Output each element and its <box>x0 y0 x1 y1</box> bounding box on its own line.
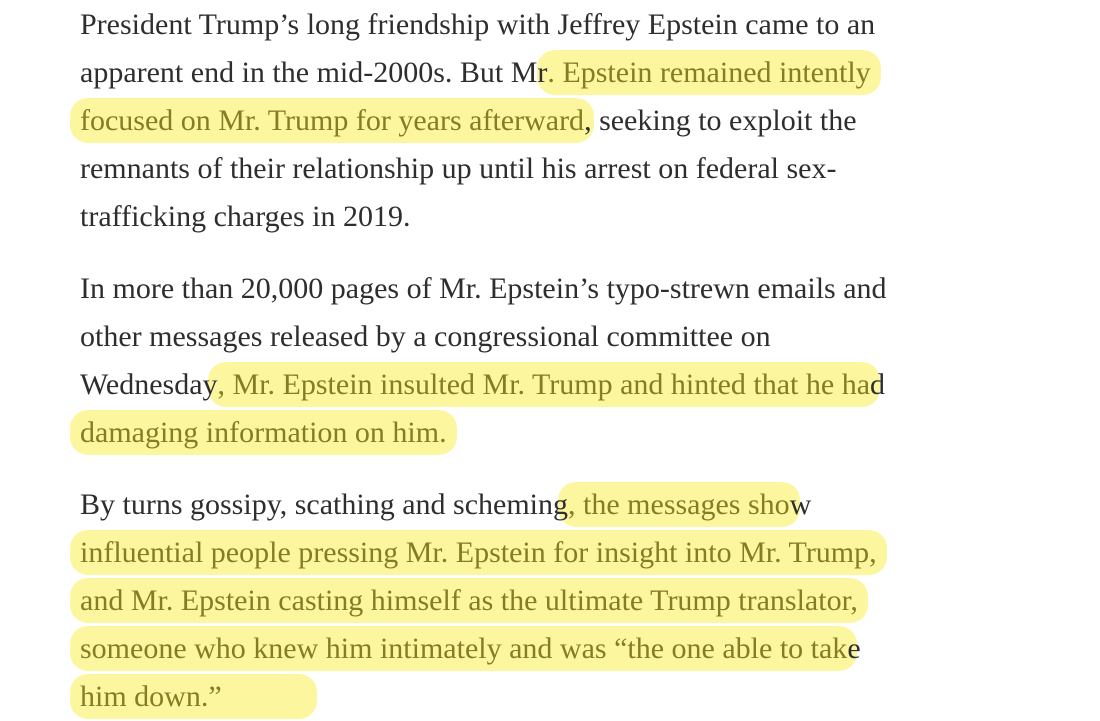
text-run: apparent end in the mid-2000s. But Mr <box>80 56 548 89</box>
text-line: and Mr. Epstein casting himself as the u… <box>70 577 1100 625</box>
highlighted-text[interactable]: , the messages sho <box>558 482 800 527</box>
text-run: By turns gossipy, scathing and scheming <box>80 488 569 521</box>
highlighted-text[interactable]: . Epstein remained intently <box>537 50 881 95</box>
text-line: apparent end in the mid-2000s. But Mr. E… <box>80 49 1100 97</box>
text-line: him down.” <box>70 673 1100 721</box>
text-run: d <box>870 368 886 401</box>
text-line: By turns gossipy, scathing and scheming,… <box>80 481 1100 529</box>
text-run: , seeking to exploit the <box>584 104 857 137</box>
highlighted-text[interactable]: someone who knew him intimately and was … <box>70 626 858 671</box>
text-line: influential people pressing Mr. Epstein … <box>70 529 1100 577</box>
text-run: Wednesday <box>80 368 218 401</box>
text-line: remnants of their relationship up until … <box>80 145 1100 193</box>
text-line: damaging information on him. <box>70 409 1100 457</box>
text-line: President Trump’s long friendship with J… <box>80 1 1100 49</box>
text-run: w <box>789 488 812 521</box>
text-run: In more than 20,000 pages of Mr. Epstein… <box>80 272 887 305</box>
text-line: other messages released by a congression… <box>80 313 1100 361</box>
highlighted-text[interactable]: and Mr. Epstein casting himself as the u… <box>70 578 868 623</box>
highlighted-text[interactable]: influential people pressing Mr. Epstein … <box>70 530 887 575</box>
highlighted-text[interactable]: focused on Mr. Trump for years afterward <box>70 98 595 143</box>
highlighted-text[interactable]: , Mr. Epstein insulted Mr. Trump and hin… <box>207 362 881 407</box>
text-run: e <box>847 632 861 665</box>
text-run: other messages released by a congression… <box>80 320 771 353</box>
text-line: In more than 20,000 pages of Mr. Epstein… <box>80 265 1100 313</box>
text-line: trafficking charges in 2019. <box>80 193 1100 241</box>
paragraph: By turns gossipy, scathing and scheming,… <box>70 481 1100 721</box>
paragraph: President Trump’s long friendship with J… <box>70 1 1100 241</box>
text-run: trafficking charges in 2019. <box>80 200 411 233</box>
highlighted-text[interactable]: damaging information on him. <box>70 410 457 455</box>
highlighted-text[interactable]: him down.” <box>70 674 317 719</box>
text-line: focused on Mr. Trump for years afterward… <box>70 97 1100 145</box>
text-run: remnants of their relationship up until … <box>80 152 837 185</box>
text-line: Wednesday, Mr. Epstein insulted Mr. Trum… <box>80 361 1100 409</box>
text-run: President Trump’s long friendship with J… <box>80 8 876 41</box>
text-line: someone who knew him intimately and was … <box>70 625 1100 673</box>
paragraph: In more than 20,000 pages of Mr. Epstein… <box>70 265 1100 457</box>
